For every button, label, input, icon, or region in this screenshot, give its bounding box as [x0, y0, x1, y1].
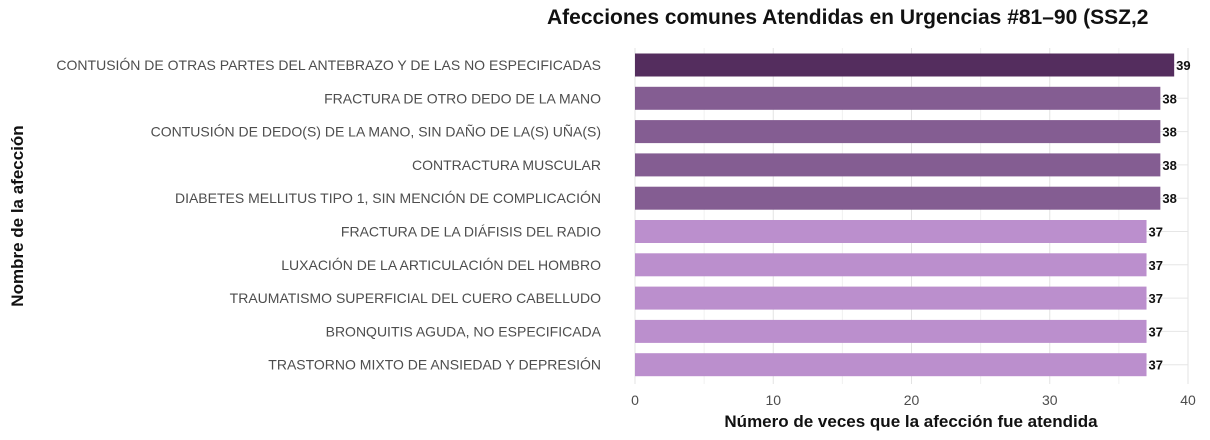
bar-value-label: 38	[1162, 91, 1176, 106]
bar-value-label: 38	[1162, 158, 1176, 173]
bar	[635, 253, 1147, 277]
bar	[635, 186, 1161, 210]
x-tick-label: 10	[765, 392, 781, 408]
bar	[635, 153, 1161, 177]
category-label: CONTRACTURA MUSCULAR	[412, 157, 601, 173]
category-label: FRACTURA DE LA DIÁFISIS DEL RADIO	[341, 224, 601, 240]
bar	[635, 120, 1161, 144]
category-label: LUXACIÓN DE LA ARTICULACIÓN DEL HOMBRO	[281, 257, 601, 273]
category-label: CONTUSIÓN DE DEDO(S) DE LA MANO, SIN DAÑ…	[151, 124, 601, 140]
x-axis-label: Número de veces que la afección fue aten…	[724, 412, 1098, 431]
x-tick-label: 0	[631, 392, 639, 408]
bar-value-label: 37	[1149, 324, 1163, 339]
category-label: CONTUSIÓN DE OTRAS PARTES DEL ANTEBRAZO …	[56, 57, 601, 73]
x-tick-label: 20	[904, 392, 920, 408]
bar	[635, 319, 1147, 343]
bar	[635, 53, 1175, 77]
category-label: FRACTURA DE OTRO DEDO DE LA MANO	[324, 90, 601, 106]
bar-value-label: 39	[1176, 58, 1190, 73]
bar	[635, 353, 1147, 377]
category-label: DIABETES MELLITUS TIPO 1, SIN MENCIÓN DE…	[175, 190, 601, 206]
category-label: TRASTORNO MIXTO DE ANSIEDAD Y DEPRESIÓN	[268, 357, 601, 373]
bar	[635, 86, 1161, 110]
bar-value-label: 38	[1162, 191, 1176, 206]
category-label: TRAUMATISMO SUPERFICIAL DEL CUERO CABELL…	[230, 290, 601, 306]
category-label: BRONQUITIS AGUDA, NO ESPECIFICADA	[326, 323, 602, 339]
bar-value-label: 37	[1149, 358, 1163, 373]
bar-value-label: 37	[1149, 258, 1163, 273]
x-tick-label: 40	[1180, 392, 1196, 408]
bar	[635, 220, 1147, 243]
bar-value-label: 38	[1162, 125, 1176, 140]
x-tick-label: 30	[1042, 392, 1058, 408]
bar	[635, 286, 1147, 310]
bar-value-label: 37	[1149, 291, 1163, 306]
bar-value-label: 37	[1149, 225, 1163, 240]
chart-title: Afecciones comunes Atendidas en Urgencia…	[547, 6, 1149, 29]
